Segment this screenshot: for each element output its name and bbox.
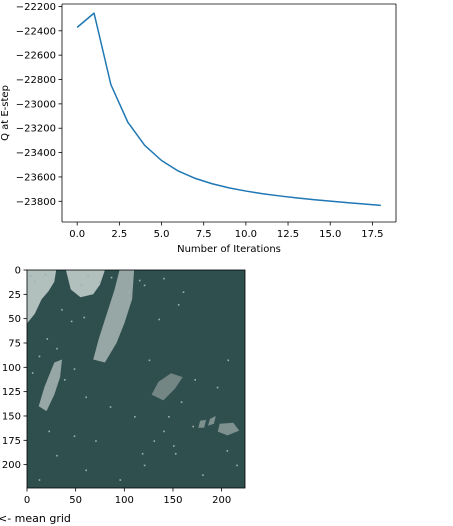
line-y-tick-label: −22800 [16, 75, 56, 86]
line-y-tick-label: −22200 [16, 2, 56, 13]
heatmap-background [27, 270, 245, 488]
line-y-tick-label: −23400 [16, 148, 56, 159]
line-x-axis-label: Number of Iterations [177, 244, 281, 255]
heatmap-x-tick-label: 150 [163, 495, 182, 506]
line-x-ticks: 0.0 2.5 5.0 7.5 10.0 12.5 15.0 17.5 [69, 222, 383, 240]
heatmap-speck [85, 470, 87, 472]
heatmap-speck [95, 440, 97, 442]
heatmap-y-tick-label: 0 [15, 266, 21, 277]
line-x-tick-label: 17.5 [361, 229, 383, 240]
heatmap-speck [39, 479, 41, 481]
heatmap-speck [144, 465, 146, 467]
heatmap-y-tick-label: 100 [2, 363, 21, 374]
heatmap-y-tick-label: 150 [2, 411, 21, 422]
heatmap-x-ticks: 0 50 100 150 200 [24, 488, 231, 506]
heatmap-speck [30, 275, 32, 277]
heatmap-speck [39, 356, 41, 358]
line-x-tick-label: 10.0 [235, 229, 257, 240]
heatmap-speck [87, 276, 89, 278]
heatmap-speck [142, 453, 144, 455]
line-y-axis-label: Q at E-step [0, 85, 11, 141]
heatmap-speck [74, 435, 76, 437]
heatmap-speck [111, 277, 113, 279]
heatmap-y-tick-label: 175 [2, 436, 21, 447]
heatmap-speck [34, 281, 36, 283]
heatmap-y-tick-label: 50 [8, 314, 21, 325]
heatmap-speck [56, 455, 58, 457]
heatmap-speck [46, 338, 48, 340]
heatmap-speck [110, 406, 112, 408]
heatmap-speck [168, 416, 170, 418]
line-y-tick-label: −22400 [16, 26, 56, 37]
line-x-tick-label: 15.0 [319, 229, 341, 240]
heatmap-speck [173, 445, 175, 447]
heatmap-speck [56, 348, 58, 350]
line-x-tick-label: 7.5 [196, 229, 212, 240]
heatmap-speck [99, 282, 101, 284]
heatmap-speck [85, 397, 87, 399]
heatmap-speck [217, 387, 219, 389]
line-x-tick-label: 5.0 [154, 229, 170, 240]
heatmap-speck [64, 379, 66, 381]
line-y-tick-label: −23600 [16, 172, 56, 183]
heatmap-speck [227, 360, 229, 362]
heatmap-speck [74, 368, 76, 370]
heatmap-speck [81, 285, 83, 287]
heatmap-speck [163, 278, 165, 280]
heatmap-y-tick-label: 25 [8, 290, 21, 301]
heatmap-y-ticks: 0 25 50 75 100 125 150 175 200 [2, 266, 27, 472]
heatmap-speck [71, 321, 73, 323]
heatmap-speck [183, 291, 185, 293]
line-x-tick-label: 12.5 [277, 229, 299, 240]
line-x-tick-label: 0.0 [69, 229, 85, 240]
heatmap-speck [178, 304, 180, 306]
heatmap-y-tick-label: 200 [2, 460, 21, 471]
line-y-tick-label: −22600 [16, 51, 56, 62]
heatmap-speck [163, 431, 165, 433]
heatmap-speck [194, 379, 196, 381]
heatmap-speck [158, 319, 160, 321]
heatmap-x-tick-label: 0 [24, 495, 30, 506]
heatmap-speck [227, 450, 229, 452]
mean-grid-caption: <- mean grid [0, 512, 71, 526]
heatmap-speck [192, 426, 194, 428]
line-y-tick-label: −23000 [16, 99, 56, 110]
heatmap-speck [45, 274, 47, 276]
heatmap-chart: 0 50 100 150 200 0 25 50 75 100 125 150 175 200 [2, 266, 245, 507]
heatmap-y-tick-label: 125 [2, 387, 21, 398]
heatmap-y-tick-label: 75 [8, 338, 21, 349]
heatmap-speck [139, 280, 141, 282]
heatmap-speck [68, 278, 70, 280]
heatmap-x-tick-label: 50 [69, 495, 82, 506]
heatmap-x-tick-label: 200 [212, 495, 231, 506]
heatmap-speck [134, 416, 136, 418]
line-y-tick-label: −23800 [16, 197, 56, 208]
heatmap-speck [144, 285, 146, 287]
heatmap-speck [128, 291, 130, 293]
heatmap-speck [61, 309, 63, 311]
heatmap-speck [154, 440, 156, 442]
heatmap-speck [119, 479, 121, 481]
line-x-tick-label: 2.5 [111, 229, 127, 240]
heatmap-speck [83, 317, 85, 319]
heatmap-speck [32, 372, 34, 374]
line-chart: 0.0 2.5 5.0 7.5 10.0 12.5 15.0 17.5 −22200 −2240… [0, 2, 396, 255]
line-y-tick-label: −23200 [16, 124, 56, 135]
heatmap-speck [202, 474, 204, 476]
line-y-ticks: −22200 −22400 −22600 −22800 −23000 −23200 −234… [16, 2, 62, 208]
heatmap-speck [175, 453, 177, 455]
heatmap-speck [181, 401, 183, 403]
line-plot-area [62, 4, 396, 222]
heatmap-speck [149, 360, 151, 362]
heatmap-x-tick-label: 100 [115, 495, 134, 506]
heatmap-speck [236, 465, 238, 467]
heatmap-speck [48, 431, 50, 433]
